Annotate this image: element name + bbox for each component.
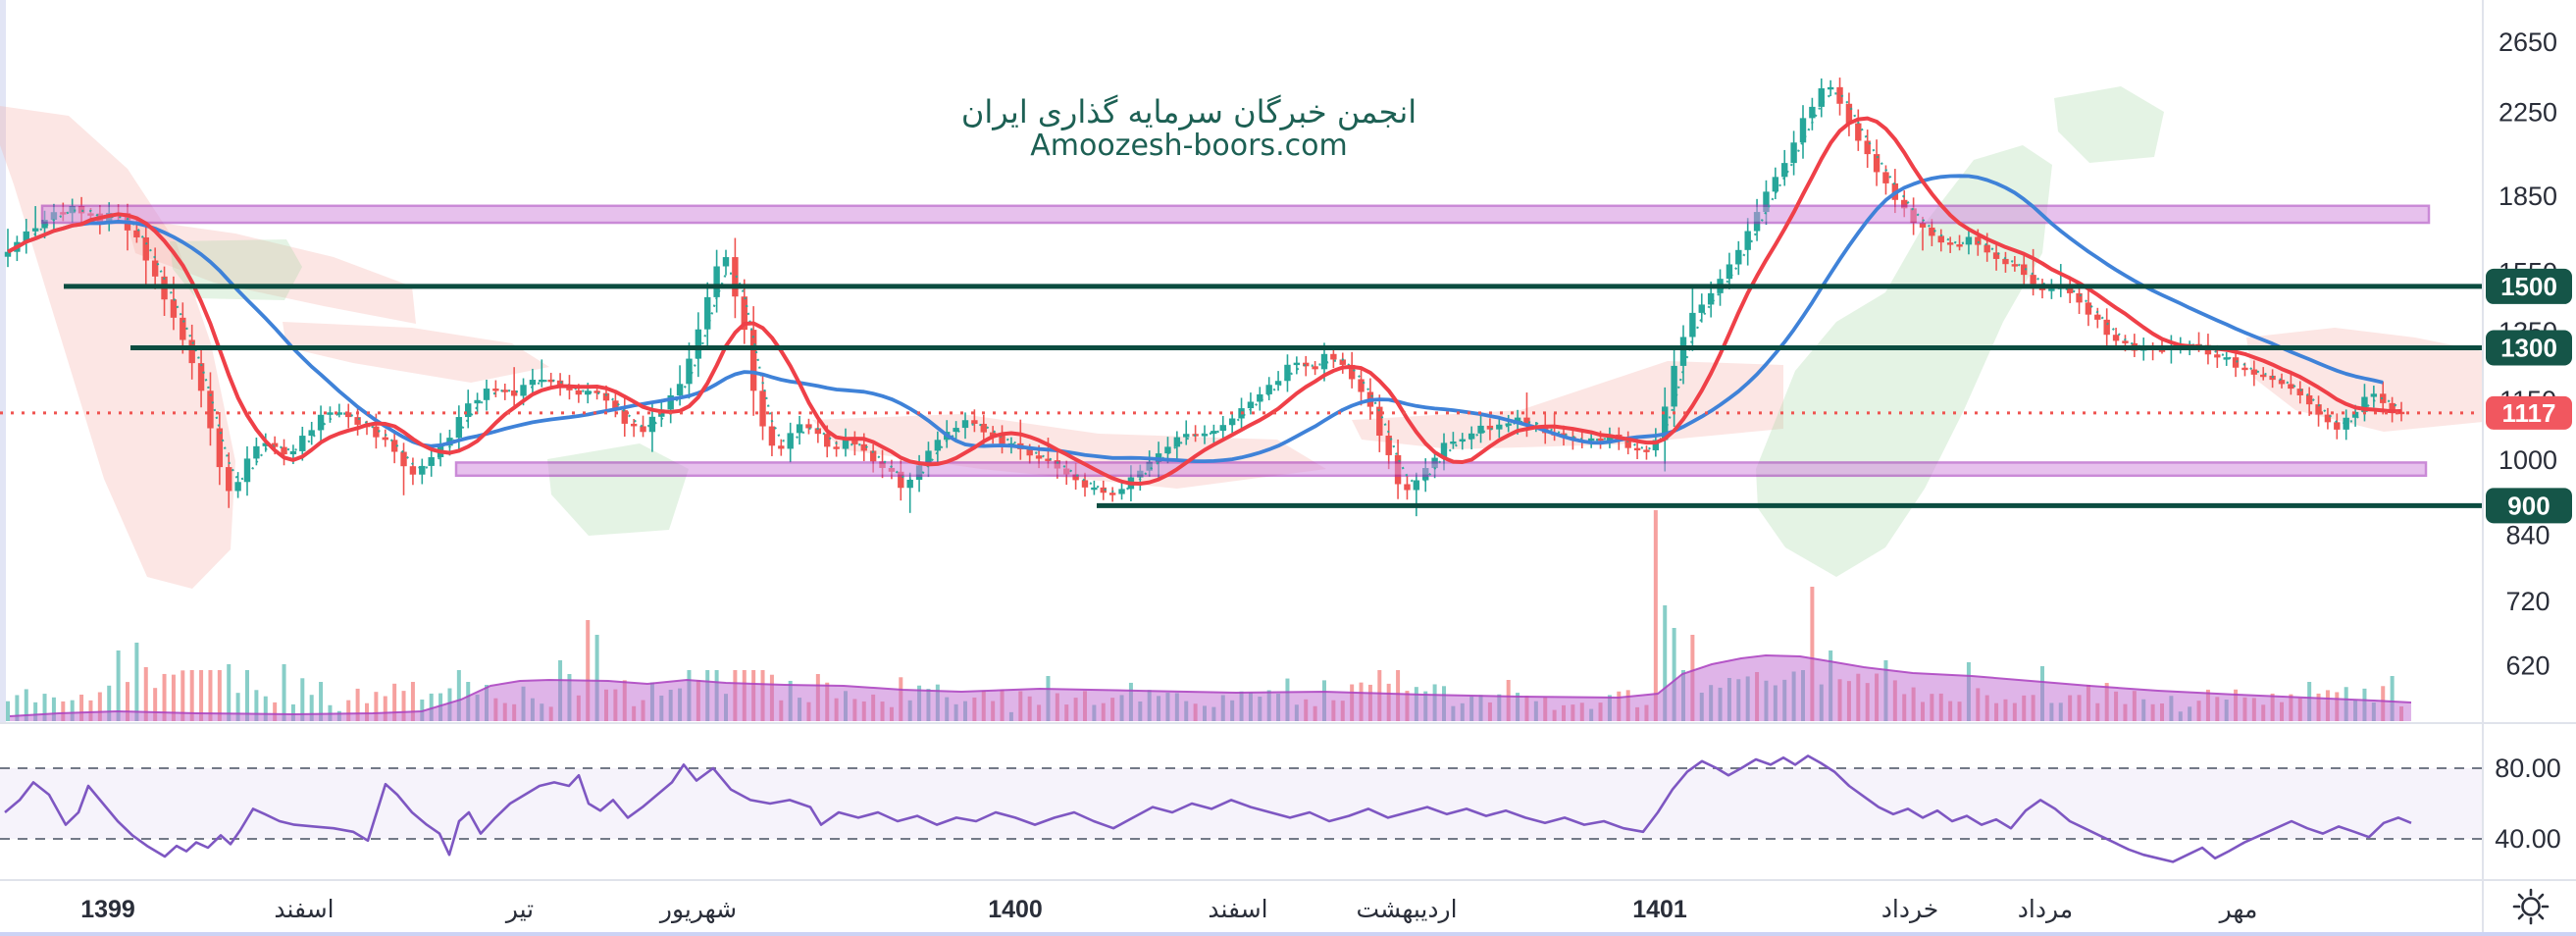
price-badge-1500 <box>2486 268 2572 304</box>
time-axis[interactable] <box>0 880 2483 936</box>
price-badge-1300 <box>2486 330 2572 366</box>
time-tick-label: مهر <box>2218 895 2258 924</box>
moving-averages-layer <box>7 91 2402 494</box>
rsi-tick-label: 40.00 <box>2495 824 2561 854</box>
time-tick-label: خرداد <box>1881 895 1938 923</box>
pane-left-edge <box>0 0 6 723</box>
settings-gear-icon[interactable] <box>2509 887 2552 926</box>
svg-text:900: 900 <box>2507 491 2550 520</box>
svg-text:1117: 1117 <box>2502 398 2556 428</box>
time-tick-label: اسفند <box>1208 895 1267 923</box>
time-tick-label: 1400 <box>988 896 1043 923</box>
time-tick-label: تیر <box>504 895 534 923</box>
cloud-pink <box>126 218 416 324</box>
cloud-green <box>547 443 689 536</box>
time-tick-label: شهریور <box>658 895 737 924</box>
red-ma-line <box>7 116 2402 486</box>
rsi-line <box>4 754 2412 863</box>
price-badge-1117 <box>2486 395 2572 430</box>
price-tick-label: 1850 <box>2499 182 2557 211</box>
volume-ma-area <box>10 655 2411 721</box>
ichimoku-cloud-layer <box>0 86 2483 589</box>
price-axis[interactable] <box>2483 0 2576 880</box>
volume-layer <box>6 510 2412 721</box>
svg-text:1300: 1300 <box>2500 334 2557 363</box>
price-tick-label: 840 <box>2505 520 2550 549</box>
time-tick-label: مرداد <box>2018 895 2073 923</box>
zones-layer <box>40 204 2431 478</box>
bottom-strip <box>0 932 2576 936</box>
rsi-pane <box>0 754 2483 863</box>
time-tick-label: 1399 <box>80 896 135 923</box>
time-tick-label: اسفند <box>274 895 334 923</box>
time-tick-label: 1401 <box>1632 896 1687 923</box>
price-tick-label: 2250 <box>2499 98 2557 128</box>
price-badge-900 <box>2486 488 2572 524</box>
price-tick-label: 720 <box>2505 587 2550 616</box>
support-resistance-lines <box>64 284 2483 508</box>
rsi-tick-label: 80.00 <box>2495 754 2561 783</box>
cloud-pink <box>0 106 235 589</box>
cloud-green <box>2054 86 2164 163</box>
time-axis-labels: 1399 اسفند تیر شهریور 1400 اسفند اردیبهشت 1401 خ… <box>80 895 2257 924</box>
price-axis-badges: 1500 1300 900 1117 <box>2486 268 2572 524</box>
cloud-pink <box>283 322 549 383</box>
price-tick-label: 1000 <box>2499 445 2557 475</box>
supply-demand-zone[interactable] <box>454 461 2428 478</box>
price-tick-label: 2650 <box>2499 27 2557 57</box>
price-tick-label: 620 <box>2505 650 2550 680</box>
supply-demand-zone[interactable] <box>40 204 2431 225</box>
blue-ma-line <box>7 174 2384 463</box>
svg-text:1500: 1500 <box>2500 272 2557 301</box>
time-tick-label: اردیبهشت <box>1356 895 1457 924</box>
